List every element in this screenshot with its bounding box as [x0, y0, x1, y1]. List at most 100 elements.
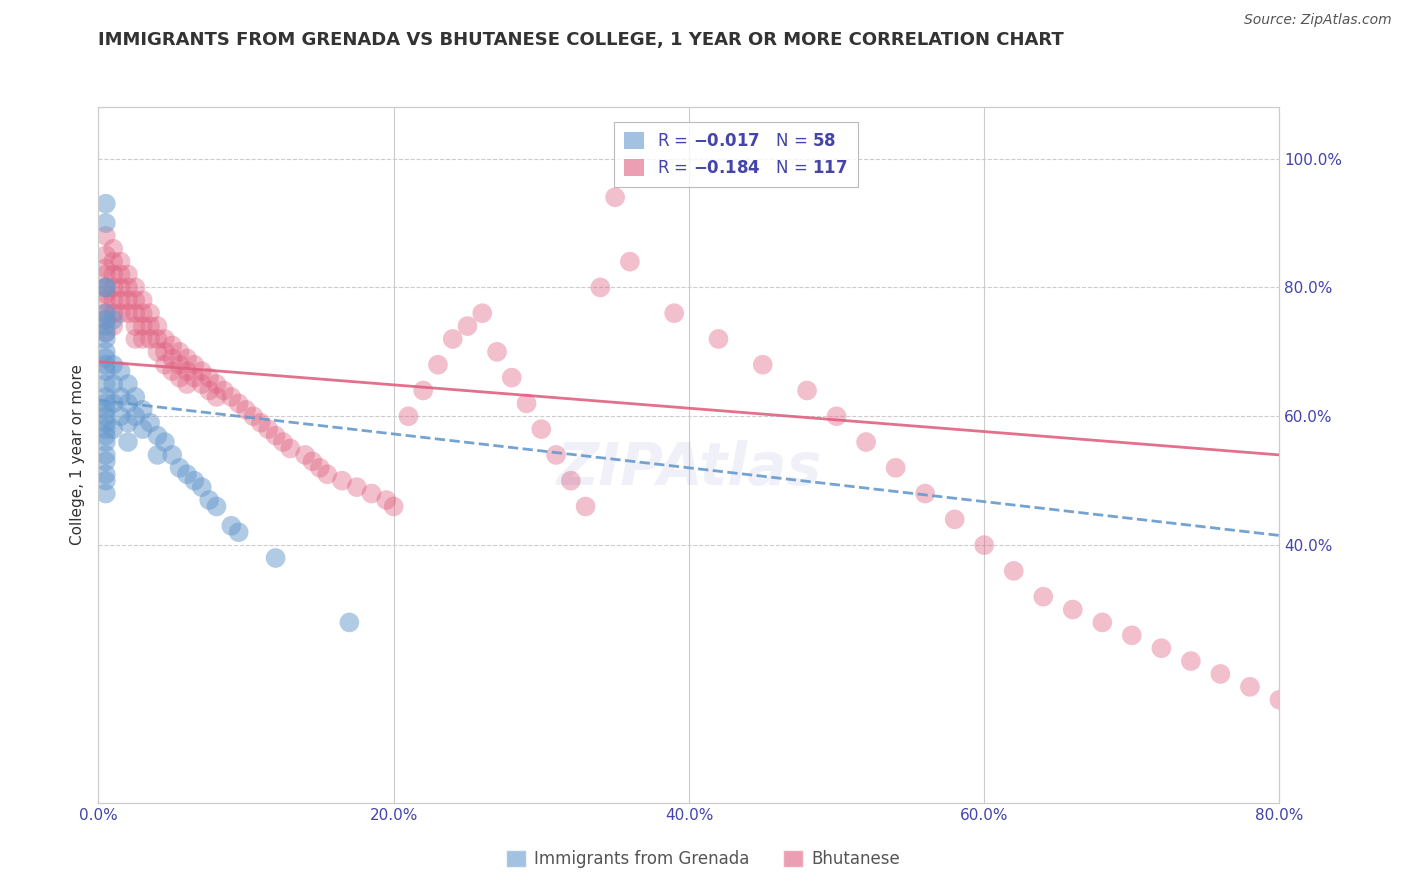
Text: ZIPAtlas: ZIPAtlas [557, 441, 821, 498]
Bhutanese [103, 293, 125, 308]
Immigrants from Grenada [94, 486, 117, 500]
Bhutanese [664, 306, 686, 320]
Bhutanese [139, 332, 162, 346]
Bhutanese [271, 435, 294, 450]
Immigrants from Grenada [94, 306, 117, 320]
Immigrants from Grenada [339, 615, 360, 630]
Bhutanese [176, 351, 198, 366]
Immigrants from Grenada [94, 428, 117, 442]
Bhutanese [825, 409, 848, 424]
Bhutanese [1150, 641, 1173, 656]
Bhutanese [103, 306, 125, 320]
Immigrants from Grenada [219, 518, 242, 533]
Immigrants from Grenada [176, 467, 198, 482]
Immigrants from Grenada [169, 460, 191, 475]
Bhutanese [228, 396, 250, 410]
Bhutanese [382, 500, 405, 514]
Immigrants from Grenada [94, 196, 117, 211]
Bhutanese [412, 384, 434, 398]
Immigrants from Grenada [191, 480, 214, 494]
Immigrants from Grenada [103, 312, 125, 326]
Bhutanese [183, 370, 205, 384]
Bhutanese [110, 268, 132, 282]
Bhutanese [1091, 615, 1114, 630]
Immigrants from Grenada [94, 216, 117, 230]
Immigrants from Grenada [94, 402, 117, 417]
Bhutanese [707, 332, 730, 346]
Immigrants from Grenada [94, 332, 117, 346]
Bhutanese [117, 268, 139, 282]
Bhutanese [501, 370, 523, 384]
Bhutanese [110, 293, 132, 308]
Bhutanese [1298, 706, 1320, 720]
Immigrants from Grenada [94, 280, 117, 294]
Bhutanese [103, 319, 125, 334]
Bhutanese [94, 326, 117, 340]
Bhutanese [169, 358, 191, 372]
Bhutanese [153, 344, 176, 359]
Bhutanese [560, 474, 582, 488]
Bhutanese [316, 467, 339, 482]
Immigrants from Grenada [94, 409, 117, 424]
Immigrants from Grenada [146, 448, 169, 462]
Immigrants from Grenada [117, 377, 139, 392]
Bhutanese [1062, 602, 1084, 616]
Immigrants from Grenada [139, 416, 162, 430]
Immigrants from Grenada [110, 390, 132, 404]
Bhutanese [486, 344, 509, 359]
Bhutanese [124, 280, 146, 294]
Bhutanese [162, 351, 183, 366]
Bhutanese [530, 422, 553, 436]
Bhutanese [169, 370, 191, 384]
Bhutanese [124, 293, 146, 308]
Bhutanese [94, 312, 117, 326]
Bhutanese [242, 409, 264, 424]
Bhutanese [191, 377, 214, 392]
Immigrants from Grenada [198, 493, 221, 508]
Bhutanese [94, 286, 117, 301]
Immigrants from Grenada [228, 525, 250, 540]
Bhutanese [375, 493, 398, 508]
Bhutanese [796, 384, 818, 398]
Bhutanese [589, 280, 612, 294]
Bhutanese [396, 409, 419, 424]
Immigrants from Grenada [94, 435, 117, 450]
Immigrants from Grenada [94, 358, 117, 372]
Bhutanese [94, 261, 117, 276]
Bhutanese [110, 254, 132, 268]
Immigrants from Grenada [103, 396, 125, 410]
Bhutanese [205, 377, 228, 392]
Bhutanese [278, 442, 302, 456]
Bhutanese [103, 254, 125, 268]
Bhutanese [117, 293, 139, 308]
Immigrants from Grenada [103, 358, 125, 372]
Bhutanese [153, 332, 176, 346]
Bhutanese [94, 268, 117, 282]
Immigrants from Grenada [94, 467, 117, 482]
Immigrants from Grenada [264, 551, 287, 566]
Bhutanese [117, 280, 139, 294]
Bhutanese [212, 384, 235, 398]
Bhutanese [346, 480, 368, 494]
Immigrants from Grenada [124, 390, 146, 404]
Bhutanese [103, 268, 125, 282]
Bhutanese [884, 460, 907, 475]
Bhutanese [94, 293, 117, 308]
Immigrants from Grenada [103, 422, 125, 436]
Bhutanese [132, 319, 155, 334]
Bhutanese [117, 306, 139, 320]
Bhutanese [1180, 654, 1202, 668]
Immigrants from Grenada [94, 351, 117, 366]
Bhutanese [515, 396, 537, 410]
Bhutanese [94, 228, 117, 243]
Immigrants from Grenada [162, 448, 183, 462]
Bhutanese [360, 486, 382, 500]
Bhutanese [250, 416, 273, 430]
Bhutanese [257, 422, 280, 436]
Bhutanese [110, 280, 132, 294]
Bhutanese [294, 448, 316, 462]
Bhutanese [191, 364, 214, 378]
Immigrants from Grenada [103, 377, 125, 392]
Immigrants from Grenada [94, 396, 117, 410]
Bhutanese [94, 306, 117, 320]
